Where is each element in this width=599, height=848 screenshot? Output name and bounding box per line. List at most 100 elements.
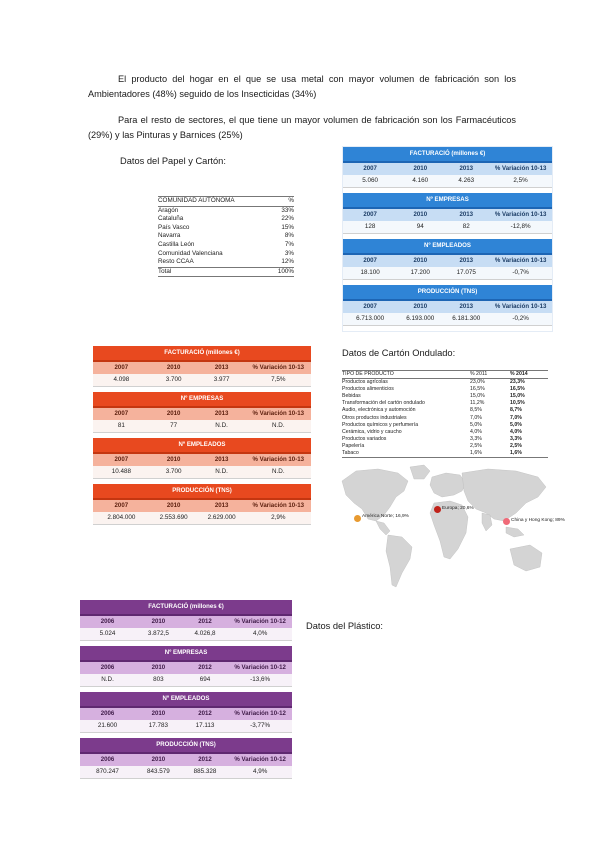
table-row: Tabaco 1,6% 1,6%	[342, 450, 548, 459]
ccaa-total-label: Total	[158, 267, 172, 275]
table-row: Aragón 33%	[158, 207, 294, 216]
paragraph-2-text: Para el resto de sectores, el que tiene …	[88, 115, 516, 140]
carton-cell: 3,3%	[510, 435, 522, 442]
carton-cell: 5,0%	[470, 421, 482, 428]
ccaa-name: Cataluña	[158, 215, 184, 223]
stat-value-cell: 77	[170, 422, 178, 429]
ccaa-total-value: 100%	[277, 267, 294, 275]
table-row: Papelería 2,5% 2,5%	[342, 443, 548, 450]
ccaa-header-pct: %	[288, 197, 294, 204]
stat-header-cell: 2007	[363, 303, 377, 310]
stat-section-title: Nº EMPRESAS	[343, 193, 552, 209]
stat-header-cell: 2010	[413, 165, 428, 172]
table-row: Resto CCAA 12%	[158, 258, 294, 267]
world-map-icon	[341, 464, 547, 588]
paper-stats-panel: FACTURACIÓ (millones €) 2007 2010 2013 % Var…	[343, 147, 552, 331]
stat-header-cell: % Variación 10-13	[494, 165, 547, 172]
carton-cell: Tabaco	[342, 450, 359, 457]
table-row: Otros productos industriales 7,0% 7,0%	[342, 415, 548, 422]
stat-header-cell: 2012	[198, 618, 212, 625]
carton-cell: 16,5%	[470, 386, 485, 393]
ccaa-name: Resto CCAA	[158, 258, 194, 266]
table-row: País Vasco 15%	[158, 224, 294, 233]
carton-cell: 5,0%	[510, 421, 522, 428]
stat-value-cell: 2.629.000	[207, 514, 236, 521]
carton-cell: Productos químicos y perfumería	[342, 421, 419, 428]
map-label-north-america: América Norte; 16,9%	[362, 514, 409, 519]
stat-header-cell: % Variación 10-12	[234, 756, 286, 763]
stat-section-title: Nº EMPRESAS	[93, 392, 311, 408]
north-america-marker	[354, 515, 361, 522]
stat-section: PRODUCCIÓN (TNS) 2007 2010 2013 % Variación …	[343, 285, 552, 326]
carton-cell: 23,0%	[470, 379, 485, 386]
table-row: 870.247 843.579 885.328 4,9%	[80, 766, 292, 779]
carton-cell: 2,5%	[510, 442, 522, 449]
stat-value-cell: -12,8%	[510, 223, 531, 230]
table-row: 18.100 17.200 17.075 -0,7%	[343, 267, 552, 280]
ccaa-table: COMUNIDAD AUTÓNOMA % Aragón 33% Cataluña 2…	[158, 196, 294, 278]
ccaa-pct: 12%	[281, 258, 294, 266]
stat-value-cell: 4.098	[113, 376, 130, 383]
heading-carton: Datos de Cartón Ondulado:	[342, 348, 456, 358]
table-row: Bebidas 15,0% 15,0%	[342, 393, 548, 400]
stat-value-cell: 6.193.000	[406, 315, 435, 322]
stat-value-cell: N.D.	[215, 468, 228, 475]
map-label-china: China y Hong Kong; 89%	[511, 518, 565, 523]
stat-value-cell: 81	[117, 422, 125, 429]
table-row: Comunidad Valenciana 3%	[158, 250, 294, 259]
stat-value-cell: 17.113	[195, 722, 215, 729]
stat-header-cell: 2007	[363, 211, 377, 218]
stat-section-title: PRODUCCIÓN (TNS)	[343, 285, 552, 301]
stat-value-cell: 4,9%	[252, 768, 268, 775]
carton-cell: Papelería	[342, 442, 365, 449]
stat-value-cell: 2,9%	[271, 514, 286, 521]
stat-section: Nº EMPLEADOS 2006 2010 2012 % Variación 10-1…	[80, 692, 292, 733]
stat-section: PRODUCCIÓN (TNS) 2007 2010 2013 % Variación …	[93, 484, 311, 525]
carton-cell: % 2011	[470, 371, 488, 377]
stat-value-cell: 3.700	[165, 376, 182, 383]
carton-cell: 4,0%	[470, 428, 482, 435]
stat-value-cell: 4,0%	[252, 630, 268, 637]
carton-cell: Otros productos industriales	[342, 414, 407, 421]
stat-header-cell: % Variación 10-13	[252, 364, 305, 371]
carton-stats-panel: FACTURACIÓ (millones €) 2007 2010 2013 % Var…	[93, 346, 311, 530]
stat-section-title: FACTURACIÓ (millones €)	[343, 147, 552, 163]
plastic-stats-panel: FACTURACIÓ (millones €) 2006 2010 2012 % Var…	[80, 600, 292, 784]
table-row: 6.713.000 6.193.000 6.181.300 -0,2%	[343, 313, 552, 326]
stat-value-cell: 17.200	[410, 269, 430, 276]
stat-section: Nº EMPRESAS 2007 2010 2013 % Variación 10-13…	[93, 392, 311, 433]
table-row: 4.098 3.700 3.977 7,5%	[93, 374, 311, 387]
stat-header-row: 2007 2010 2013 % Variación 10-13	[93, 500, 311, 512]
paragraph-2: Para el resto de sectores, el que tiene …	[88, 113, 516, 143]
stat-header-row: 2007 2010 2013 % Variación 10-13	[343, 255, 552, 267]
stat-value-cell: 3.700	[165, 468, 182, 475]
heading-papel: Datos del Papel y Cartón:	[120, 156, 226, 166]
table-row: Productos químicos y perfumería 5,0% 5,0%	[342, 422, 548, 429]
europe-marker	[434, 506, 441, 513]
stat-value-cell: N.D.	[215, 422, 228, 429]
stat-value-cell: -13,6%	[250, 676, 271, 683]
stat-value-cell: N.D.	[271, 468, 285, 475]
stat-value-cell: 5.060	[362, 177, 379, 184]
stat-header-cell: % Variación 10-13	[494, 303, 547, 310]
table-row: Cerámica, vidrio y caucho 4,0% 4,0%	[342, 429, 548, 436]
stat-value-cell: 3.872,5	[147, 630, 169, 637]
table-row: 2.804.000 2.553.690 2.629.000 2,9%	[93, 512, 311, 525]
stat-value-cell: 6.181.300	[452, 315, 481, 322]
stat-section-title: Nº EMPRESAS	[80, 646, 292, 662]
stat-header-row: 2007 2010 2013 % Variación 10-13	[343, 301, 552, 313]
stat-header-cell: 2010	[413, 257, 428, 264]
stat-header-cell: 2010	[166, 410, 181, 417]
stat-section-title: FACTURACIÓ (millones €)	[93, 346, 311, 362]
table-row: 5.024 3.872,5 4.026,8 4,0%	[80, 628, 292, 641]
stat-header-cell: 2012	[198, 756, 212, 763]
stat-header-cell: % Variación 10-13	[252, 410, 305, 417]
table-row: Navarra 8%	[158, 232, 294, 241]
stat-header-cell: 2013	[459, 165, 474, 172]
stat-value-cell: 2.804.000	[107, 514, 136, 521]
stat-header-cell: % Variación 10-13	[252, 502, 305, 509]
carton-cell: 1,6%	[510, 450, 522, 457]
ccaa-pct: 22%	[281, 215, 294, 223]
stat-value-cell: 7,5%	[271, 376, 286, 383]
stat-value-cell: 94	[416, 223, 424, 230]
